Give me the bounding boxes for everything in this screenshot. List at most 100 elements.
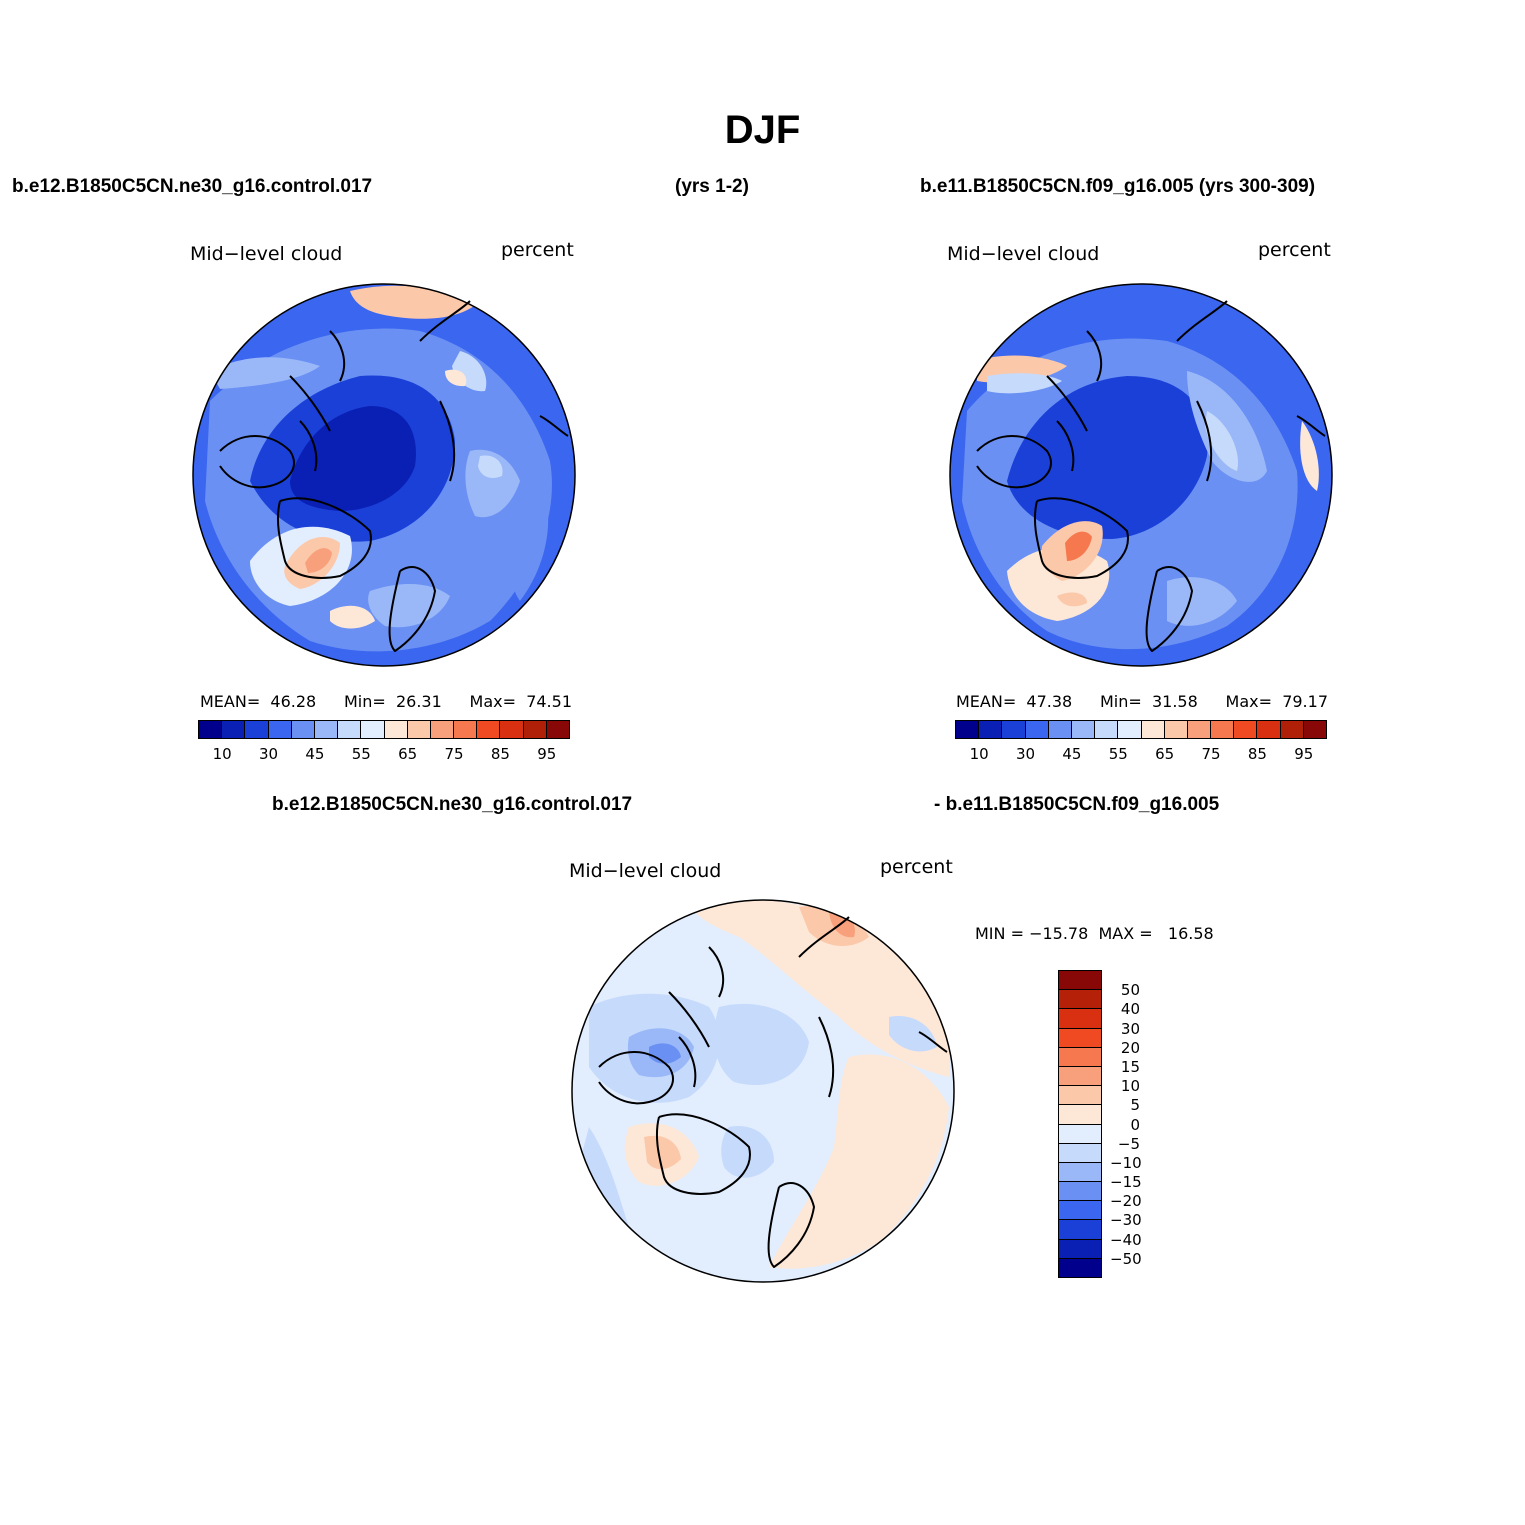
panel2-colorbar-box: [1210, 720, 1235, 739]
panel2-colorbar-tick-label: 10: [969, 745, 989, 763]
panel1-colorbar-box: [267, 720, 292, 739]
panel2-colorbar-tick-label: 95: [1294, 745, 1314, 763]
difference-colorbar-tick-label: −5: [1117, 1134, 1140, 1153]
panel1-colorbar-tick-label: 10: [212, 745, 232, 763]
panel1-colorbar-box: [198, 720, 223, 739]
panel1-polar-map: [192, 283, 576, 667]
panel2-colorbar-tick-label: 65: [1155, 745, 1175, 763]
diff-variable-label: Mid−level cloud: [569, 860, 722, 882]
difference-colorbar-tick-label: 20: [1120, 1038, 1140, 1057]
panel2-polar-map: [949, 283, 1333, 667]
panel2-colorbar-tick-label: 75: [1201, 745, 1221, 763]
difference-colorbar-box: [1058, 1085, 1102, 1106]
difference-colorbar-tick-label: 15: [1120, 1057, 1140, 1076]
difference-colorbar-box: [1058, 1257, 1102, 1278]
difference-colorbar-box: [1058, 1238, 1102, 1259]
panel1-colorbar-box: [406, 720, 431, 739]
difference-colorbar-tick-label: −15: [1110, 1173, 1142, 1192]
difference-colorbar-box: [1058, 1027, 1102, 1048]
difference-colorbar-box: [1058, 1200, 1102, 1221]
diff-min-max: MIN = −15.78 MAX = 16.58: [975, 924, 1214, 943]
panel1-colorbar-box: [429, 720, 455, 739]
panel1-colorbar-box: [337, 720, 362, 739]
panel1-colorbar-box: [499, 720, 524, 739]
panel1-min-value: 26.31: [395, 692, 442, 711]
panel2-colorbar-ticks: 10 30 45 55 65 75 85 95: [956, 745, 1327, 765]
panel2-colorbar-box: [1302, 720, 1327, 739]
diff-units-label: percent: [880, 856, 953, 878]
panel1-colorbar-box: [313, 720, 339, 739]
panel1-colorbar-box: [545, 720, 570, 739]
panel2-colorbar-tick-label: 55: [1108, 745, 1128, 763]
difference-colorbar-box: [1058, 1123, 1102, 1144]
difference-colorbar-ticks: 50 40 30 20 15 10 5 0 −5 −10 −15 −20 −30 −40 −50: [1110, 971, 1170, 1278]
panel1-stats: MEAN= 46.28 Min= 26.31 Max= 74.51: [200, 692, 572, 711]
difference-colorbar-box: [1058, 970, 1102, 991]
panel1-colorbar-box: [522, 720, 547, 739]
diff-case-a-title: b.e12.B1850C5CN.ne30_g16.control.017: [272, 794, 633, 815]
panel1-colorbar-tick-label: 45: [305, 745, 325, 763]
panel2-variable-label: Mid−level cloud: [947, 243, 1100, 265]
panel2-mean-value: 47.38: [1026, 692, 1073, 711]
panel2-colorbar-box: [1140, 720, 1165, 739]
panel1-units-label: percent: [501, 239, 574, 261]
difference-colorbar-box: [1058, 1008, 1102, 1029]
panel1-mean-value: 46.28: [270, 692, 317, 711]
left-years-label: (yrs 1-2): [675, 176, 749, 197]
right-case-title: b.e11.B1850C5CN.f09_g16.005 (yrs 300-309…: [920, 176, 1316, 197]
panel1-max-label: Max=: [469, 692, 517, 711]
panel1-colorbar-box: [221, 720, 246, 739]
panel1-colorbar-box: [453, 720, 478, 739]
panel2-units-label: percent: [1258, 239, 1331, 261]
panel2-max-value: 79.17: [1282, 692, 1328, 711]
difference-colorbar-tick-label: −50: [1110, 1249, 1142, 1268]
panel1-colorbar-tick-label: 75: [444, 745, 464, 763]
panel2-colorbar-box: [978, 720, 1003, 739]
difference-colorbar-tick-label: 30: [1120, 1019, 1140, 1038]
difference-colorbar-tick-label: 0: [1130, 1115, 1140, 1134]
figure-title: DJF: [724, 108, 801, 152]
panel1-colorbar: [198, 720, 570, 739]
panel2-colorbar-box: [1279, 720, 1304, 739]
panel2-colorbar-box: [1256, 720, 1281, 739]
panel2-colorbar-box: [1163, 720, 1188, 739]
panel2-colorbar-box: [1233, 720, 1258, 739]
left-case-title: b.e12.B1850C5CN.ne30_g16.control.017: [12, 176, 373, 197]
diff-case-b-title: - b.e11.B1850C5CN.f09_g16.005: [934, 794, 1220, 815]
difference-colorbar-box: [1058, 1161, 1102, 1183]
panel1-colorbar-box: [360, 720, 385, 739]
panel1-mean-label: MEAN=: [200, 692, 261, 711]
panel1-colorbar-ticks: 10 30 45 55 65 75 85 95: [199, 745, 570, 765]
panel1-colorbar-tick-label: 85: [490, 745, 510, 763]
panel1-colorbar-box: [476, 720, 501, 739]
panel2-colorbar-box: [1117, 720, 1142, 739]
panel2-colorbar-box: [1047, 720, 1072, 739]
panel2-colorbar: [955, 720, 1327, 739]
difference-colorbar-tick-label: 5: [1130, 1096, 1140, 1115]
difference-colorbar-box: [1058, 1181, 1102, 1202]
panel2-min-label: Min=: [1099, 692, 1142, 711]
panel1-colorbar-box: [383, 720, 408, 739]
panel2-colorbar-box: [955, 720, 980, 739]
panel2-mean-label: MEAN=: [956, 692, 1017, 711]
panel1-colorbar-box: [290, 720, 315, 739]
difference-colorbar: [1058, 970, 1102, 1278]
difference-polar-map: [571, 899, 955, 1283]
panel2-colorbar-tick-label: 85: [1247, 745, 1267, 763]
panel2-colorbar-tick-label: 45: [1062, 745, 1082, 763]
difference-colorbar-tick-label: 50: [1120, 981, 1140, 1000]
panel2-min-value: 31.58: [1151, 692, 1198, 711]
difference-colorbar-tick-label: −40: [1110, 1230, 1142, 1249]
panel2-colorbar-box: [1001, 720, 1026, 739]
difference-colorbar-tick-label: 40: [1120, 1000, 1140, 1019]
difference-colorbar-box: [1058, 1219, 1102, 1240]
difference-colorbar-tick-label: −30: [1110, 1211, 1142, 1230]
difference-colorbar-box: [1058, 1046, 1102, 1067]
difference-colorbar-tick-label: 10: [1120, 1077, 1140, 1096]
panel2-colorbar-box: [1186, 720, 1212, 739]
panel1-max-value: 74.51: [526, 692, 572, 711]
panel2-colorbar-box: [1024, 720, 1049, 739]
panel2-colorbar-tick-label: 30: [1016, 745, 1036, 763]
difference-colorbar-box: [1058, 1065, 1102, 1087]
difference-colorbar-tick-label: −20: [1110, 1192, 1142, 1211]
